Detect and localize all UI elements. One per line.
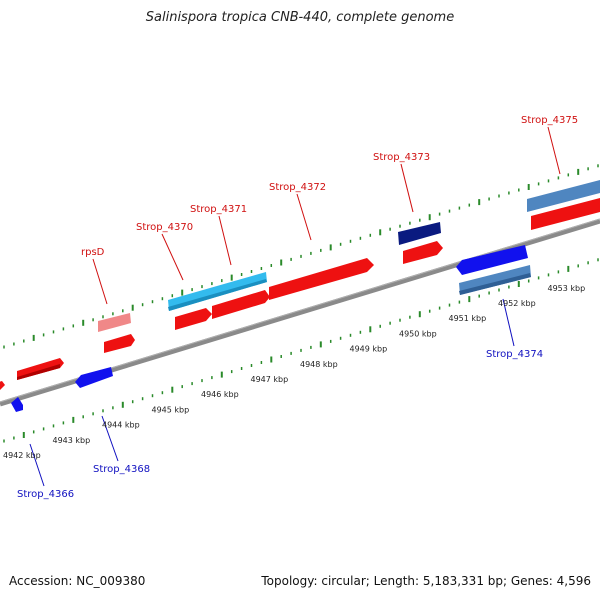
leader-strop-4366 xyxy=(29,443,45,487)
leader-strop-4368 xyxy=(101,415,119,462)
leader-strop-4373 xyxy=(400,163,414,213)
ruler-label: 4951 kbp xyxy=(449,314,487,323)
gene-feature-strop-4374-shade xyxy=(459,273,531,295)
map-title: Salinispora tropica CNB-440, complete ge… xyxy=(145,10,455,25)
gene-feature-rpsD-rrna[interactable] xyxy=(98,313,131,332)
ruler-label: 4949 kbp xyxy=(350,345,388,354)
ruler-label: 4944 kbp xyxy=(102,421,140,430)
ruler-label: 4946 kbp xyxy=(201,390,239,399)
leader-strop-4370 xyxy=(161,233,184,281)
reverse-features xyxy=(11,245,531,412)
leader-strop-4374 xyxy=(502,298,515,347)
gene-feature-strop-4375[interactable] xyxy=(531,198,600,230)
leader-strop-4375 xyxy=(547,126,561,175)
gene-feature-strop-4366[interactable] xyxy=(11,397,23,412)
forward-tick-track xyxy=(3,164,599,349)
gene-feature-strop-4371[interactable] xyxy=(212,290,270,319)
gene-feature-strop-4372[interactable] xyxy=(269,258,374,300)
gene-feature-strop-4370-cyan-shade xyxy=(168,279,267,311)
ruler-label: 4952 kbp xyxy=(498,299,536,308)
genome-stats-text: Topology: circular; Length: 5,183,331 bp… xyxy=(261,574,591,588)
ruler-label: 4945 kbp xyxy=(152,405,190,414)
ruler-label: 4953 kbp xyxy=(548,284,586,293)
gene-feature-strop-4368[interactable] xyxy=(75,367,113,388)
label-strop-4373[interactable]: Strop_4373 xyxy=(373,152,430,163)
gene-feature-strop-4373-navy[interactable] xyxy=(398,222,441,245)
label-strop-4371[interactable]: Strop_4371 xyxy=(190,204,247,215)
leader-lines xyxy=(29,126,561,487)
label-strop-4375[interactable]: Strop_4375 xyxy=(521,115,578,126)
leader-strop-4372 xyxy=(296,193,312,241)
ruler-label: 4948 kbp xyxy=(300,360,338,369)
label-strop-4374[interactable]: Strop_4374 xyxy=(486,349,543,360)
reverse-tick-track xyxy=(3,258,599,443)
ruler-label: 4950 kbp xyxy=(399,329,437,338)
gene-feature-strop-4370[interactable] xyxy=(175,308,212,330)
gene-feature-strop-4367-shade xyxy=(17,364,60,380)
gene-feature-strop-4374-blue[interactable] xyxy=(456,245,528,275)
accession-text: Accession: NC_009380 xyxy=(9,574,146,588)
gene-labels: rpsD Strop_4370 Strop_4371 Strop_4372 St… xyxy=(17,115,578,500)
forward-features xyxy=(0,180,600,391)
label-strop-4366[interactable]: Strop_4366 xyxy=(17,489,74,500)
leader-rpsD xyxy=(92,258,108,305)
gene-feature-rpsD[interactable] xyxy=(104,334,135,353)
gene-feature-strop-4365[interactable] xyxy=(0,381,5,391)
label-strop-4370[interactable]: Strop_4370 xyxy=(136,222,193,233)
leader-strop-4371 xyxy=(218,215,232,266)
label-strop-4368[interactable]: Strop_4368 xyxy=(93,464,150,475)
ruler-label: 4942 kbp xyxy=(3,451,41,460)
ruler-labels: 4942 kbp 4943 kbp 4944 kbp 4945 kbp 4946 kbp… xyxy=(3,284,585,460)
ruler-label: 4943 kbp xyxy=(53,436,91,445)
gene-feature-strop-4375-steel[interactable] xyxy=(527,180,600,212)
label-strop-4372[interactable]: Strop_4372 xyxy=(269,182,326,193)
label-rpsD[interactable]: rpsD xyxy=(81,247,105,258)
gene-feature-strop-4373[interactable] xyxy=(403,241,443,264)
ruler-label: 4947 kbp xyxy=(251,375,289,384)
